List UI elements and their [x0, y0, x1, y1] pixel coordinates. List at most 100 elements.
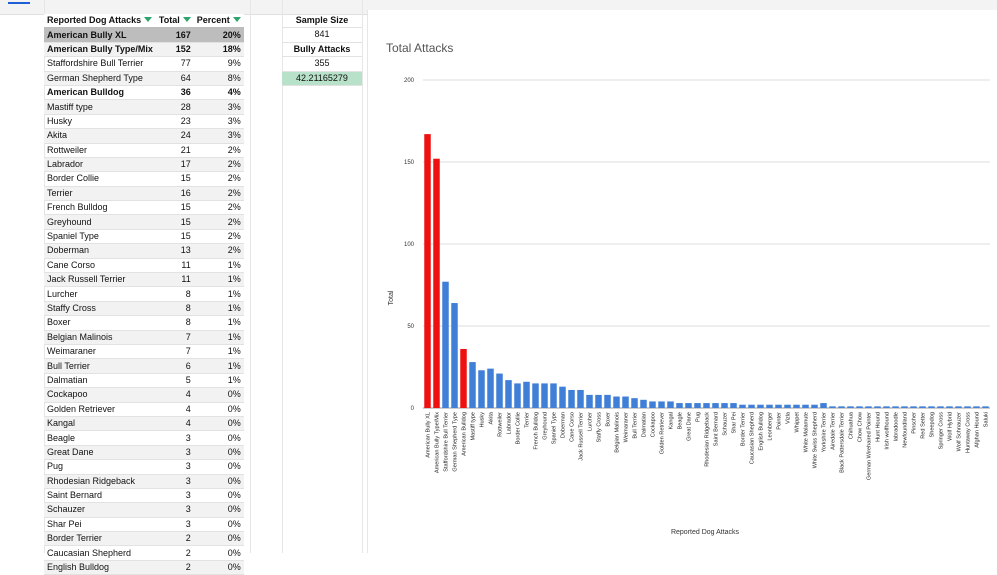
bully-percent-value[interactable]: 42.21165279 — [282, 71, 362, 86]
percent-cell[interactable]: 0% — [193, 531, 244, 547]
table-row[interactable]: Terrier 16 2% — [44, 186, 244, 202]
breed-cell[interactable]: Weimaraner — [44, 344, 156, 360]
total-cell[interactable]: 77 — [155, 56, 194, 72]
bar[interactable] — [604, 394, 611, 408]
table-row[interactable]: Beagle 3 0% — [44, 430, 244, 446]
bar[interactable] — [973, 406, 980, 408]
bar[interactable] — [964, 406, 971, 408]
bar[interactable] — [514, 383, 521, 408]
bar[interactable] — [451, 303, 458, 408]
percent-cell[interactable]: 1% — [193, 373, 244, 389]
breed-cell[interactable]: Beagle — [44, 430, 156, 446]
table-row[interactable]: Greyhound 15 2% — [44, 214, 244, 230]
bar[interactable] — [838, 406, 845, 408]
breed-cell[interactable]: Husky — [44, 114, 156, 130]
percent-cell[interactable]: 0% — [193, 545, 244, 561]
bar[interactable] — [766, 404, 773, 408]
total-cell[interactable]: 7 — [155, 330, 194, 345]
table-row[interactable]: Pug 3 0% — [44, 459, 244, 475]
breed-cell[interactable]: Great Dane — [44, 445, 156, 461]
table-row[interactable]: English Bulldog 2 0% — [44, 560, 244, 575]
total-cell[interactable]: 2 — [155, 545, 194, 561]
percent-cell[interactable]: 0% — [193, 488, 244, 504]
breed-cell[interactable]: Cockapoo — [44, 387, 156, 403]
filter-icon[interactable] — [182, 17, 191, 24]
table-row[interactable]: Rottweiler 21 2% — [44, 143, 244, 158]
total-cell[interactable]: 15 — [155, 214, 194, 230]
percent-cell[interactable]: 4% — [193, 85, 244, 101]
breed-cell[interactable]: Kangal — [44, 416, 156, 432]
total-cell[interactable]: 8 — [155, 301, 194, 317]
table-row[interactable]: Mastiff type 28 3% — [44, 99, 244, 115]
table-row[interactable]: Rhodesian Ridgeback 3 0% — [44, 474, 244, 489]
breed-cell[interactable]: Doberman — [44, 243, 156, 259]
table-row[interactable]: Golden Retriever 4 0% — [44, 402, 244, 417]
bar[interactable] — [874, 406, 881, 408]
total-cell[interactable]: 3 — [155, 445, 194, 461]
bar[interactable] — [577, 389, 584, 408]
bar[interactable] — [847, 406, 854, 408]
percent-cell[interactable]: 1% — [193, 344, 244, 360]
breed-cell[interactable]: American Bully Type/Mix — [44, 42, 156, 58]
table-row[interactable]: Shar Pei 3 0% — [44, 517, 244, 533]
bar[interactable] — [883, 406, 890, 408]
percent-cell[interactable]: 2% — [193, 214, 244, 230]
total-cell[interactable]: 15 — [155, 171, 194, 187]
table-row[interactable]: Staffy Cross 8 1% — [44, 301, 244, 317]
total-cell[interactable]: 64 — [155, 71, 194, 86]
table-row[interactable]: Great Dane 3 0% — [44, 445, 244, 461]
bar[interactable] — [730, 403, 737, 408]
bar[interactable] — [811, 404, 818, 408]
percent-cell[interactable]: 1% — [193, 315, 244, 331]
table-row[interactable]: Labrador 17 2% — [44, 157, 244, 173]
sample-size-label[interactable]: Sample Size — [282, 14, 362, 29]
table-row[interactable]: Belgian Malinois 7 1% — [44, 330, 244, 345]
bar[interactable] — [793, 404, 800, 408]
breed-cell[interactable]: Belgian Malinois — [44, 330, 156, 345]
total-cell[interactable]: 3 — [155, 430, 194, 446]
table-row[interactable]: Kangal 4 0% — [44, 416, 244, 432]
header-total[interactable]: Total — [155, 14, 194, 29]
bar[interactable] — [469, 362, 476, 408]
bar[interactable] — [775, 404, 782, 408]
breed-cell[interactable]: Mastiff type — [44, 99, 156, 115]
breed-cell[interactable]: Spaniel Type — [44, 229, 156, 245]
table-row[interactable]: Border Collie 15 2% — [44, 171, 244, 187]
bar[interactable] — [802, 404, 809, 408]
bar[interactable] — [649, 401, 656, 408]
bar[interactable] — [676, 403, 683, 408]
percent-cell[interactable]: 18% — [193, 42, 244, 58]
table-row[interactable]: Bull Terrier 6 1% — [44, 358, 244, 374]
breed-cell[interactable]: Pug — [44, 459, 156, 475]
total-cell[interactable]: 3 — [155, 474, 194, 489]
percent-cell[interactable]: 0% — [193, 402, 244, 417]
total-cell[interactable]: 8 — [155, 315, 194, 331]
bar[interactable] — [712, 403, 719, 408]
breed-cell[interactable]: Schauzer — [44, 502, 156, 518]
table-row[interactable]: Border Terrier 2 0% — [44, 531, 244, 547]
bar[interactable] — [739, 404, 746, 408]
table-row[interactable]: Saint Bernard 3 0% — [44, 488, 244, 504]
total-cell[interactable]: 16 — [155, 186, 194, 202]
percent-cell[interactable]: 1% — [193, 258, 244, 274]
bar[interactable] — [658, 401, 665, 408]
percent-cell[interactable]: 0% — [193, 430, 244, 446]
breed-cell[interactable]: Labrador — [44, 157, 156, 173]
breed-cell[interactable]: American Bully XL — [44, 27, 156, 43]
percent-cell[interactable]: 0% — [193, 474, 244, 489]
breed-cell[interactable]: Saint Bernard — [44, 488, 156, 504]
bar[interactable] — [541, 383, 548, 408]
total-cell[interactable]: 24 — [155, 128, 194, 144]
total-cell[interactable]: 8 — [155, 286, 194, 302]
table-row[interactable]: Lurcher 8 1% — [44, 286, 244, 302]
breed-cell[interactable]: Rottweiler — [44, 143, 156, 158]
total-cell[interactable]: 4 — [155, 416, 194, 432]
table-row[interactable]: American Bulldog 36 4% — [44, 85, 244, 101]
total-cell[interactable]: 17 — [155, 157, 194, 173]
percent-cell[interactable]: 9% — [193, 56, 244, 72]
total-cell[interactable]: 2 — [155, 560, 194, 575]
bar[interactable] — [910, 406, 917, 408]
total-cell[interactable]: 2 — [155, 531, 194, 547]
bar[interactable] — [892, 406, 899, 408]
bar[interactable] — [748, 404, 755, 408]
